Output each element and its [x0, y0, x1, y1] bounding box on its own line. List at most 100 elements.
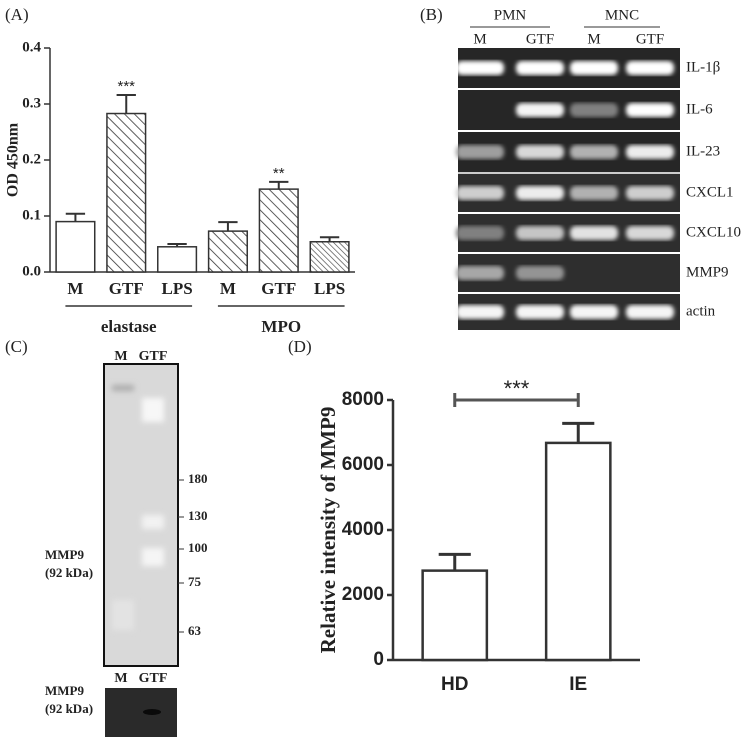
x-tick-label: M [220, 279, 236, 298]
blot-bands [112, 385, 164, 630]
y-tick-label: 4000 [342, 519, 384, 540]
bar [157, 246, 198, 273]
gene-label: CXCL1 [686, 184, 734, 200]
gel-band [626, 61, 674, 75]
y-tick-label: 0.4 [22, 39, 41, 55]
lane-label: M [587, 31, 600, 47]
marker-label: 75 [188, 574, 202, 589]
lane-label: M [114, 349, 127, 364]
x-tick-label: GTF [261, 279, 296, 298]
error-bar [269, 180, 289, 190]
y-axis-label: Relative intensity of MMP9 [316, 407, 340, 654]
group-label: MPO [261, 317, 301, 336]
error-bar [218, 221, 238, 232]
lane-label: GTF [139, 349, 168, 364]
gel-band [516, 103, 564, 117]
x-tick-label: HD [441, 674, 468, 695]
gene-label: MMP9 [686, 264, 729, 280]
error-bar [438, 552, 471, 571]
gel-band [516, 145, 564, 159]
panel-label: (C) [5, 337, 28, 356]
x-tick-label: IE [569, 674, 587, 695]
y-tick-label: 8000 [342, 389, 384, 410]
bar [258, 188, 299, 273]
marker-label: 180 [188, 471, 208, 486]
gel-band [456, 145, 504, 159]
bar [421, 569, 489, 662]
x-tick-label: GTF [109, 279, 144, 298]
blot-label: (92 kDa) [45, 701, 93, 716]
bar [106, 112, 147, 273]
gel-band [570, 226, 618, 240]
panel-label: (D) [288, 337, 312, 356]
marker-label: 100 [188, 540, 208, 555]
x-tick-label: LPS [161, 279, 192, 298]
gel-band [516, 266, 564, 280]
gel: PMN MNC M GTF M GTF IL-1β IL-6 IL-23 CXCL1 CXCL10 M… [456, 7, 741, 330]
y-tick-label: 0.3 [22, 95, 41, 111]
gel-band [570, 145, 618, 159]
panel-label: (B) [420, 5, 443, 24]
y-tick-label: 0.0 [22, 263, 41, 279]
gel-band [456, 305, 504, 319]
y-tick-label: 0.2 [22, 151, 41, 167]
gel-band [516, 305, 564, 319]
gel-band [570, 61, 618, 75]
blot-label: (92 kDa) [45, 565, 93, 580]
lane-label: GTF [636, 31, 664, 47]
significance: *** [117, 78, 135, 95]
gel-band [456, 186, 504, 200]
gel-band [516, 61, 564, 75]
gene-label: IL-23 [686, 143, 720, 159]
gel-band [456, 266, 504, 280]
y-tick-label: 0 [373, 649, 384, 670]
gene-label: IL-6 [686, 101, 713, 117]
gel-band [626, 305, 674, 319]
x-tick-label: M [67, 279, 83, 298]
gel-band [456, 226, 504, 240]
marker-label: 130 [188, 508, 208, 523]
gel-band [570, 186, 618, 200]
gel-band [516, 186, 564, 200]
blot-lower [105, 688, 177, 737]
group-label: PMN [494, 7, 527, 23]
lane-label: M [114, 671, 127, 686]
bar [544, 441, 612, 662]
gel-band [570, 103, 618, 117]
group-label: MNC [605, 7, 639, 23]
gel-band [626, 103, 674, 117]
panel-label: (A) [5, 5, 29, 24]
gel-band [570, 305, 618, 319]
bar [55, 220, 96, 273]
significance: *** [504, 376, 530, 401]
lane-label: GTF [526, 31, 554, 47]
gel-band [516, 226, 564, 240]
group-label: elastase [101, 317, 157, 336]
gel-band [626, 145, 674, 159]
significance: ** [273, 165, 285, 182]
gel-band [456, 61, 504, 75]
gene-label: IL-1β [686, 59, 720, 75]
blot-label: MMP9 [45, 547, 84, 562]
error-bar [116, 94, 136, 114]
y-tick-label: 2000 [342, 584, 384, 605]
y-tick-label: 6000 [342, 454, 384, 475]
marker-label: 63 [188, 623, 202, 638]
lane-label: GTF [139, 671, 168, 686]
blot-label: MMP9 [45, 683, 84, 698]
y-axis-label: OD 450nm [5, 122, 22, 197]
gene-label: actin [686, 303, 716, 319]
gel-band [626, 226, 674, 240]
y-tick-label: 0.1 [22, 207, 41, 223]
lane-label: M [473, 31, 486, 47]
bar [207, 230, 248, 273]
error-bar [65, 212, 86, 222]
x-tick-label: LPS [314, 279, 345, 298]
blot-band [143, 709, 161, 715]
error-bar [562, 421, 595, 443]
significance-bracket [453, 393, 580, 407]
bar [309, 241, 350, 273]
gene-label: CXCL10 [686, 224, 741, 240]
gel-band [626, 186, 674, 200]
